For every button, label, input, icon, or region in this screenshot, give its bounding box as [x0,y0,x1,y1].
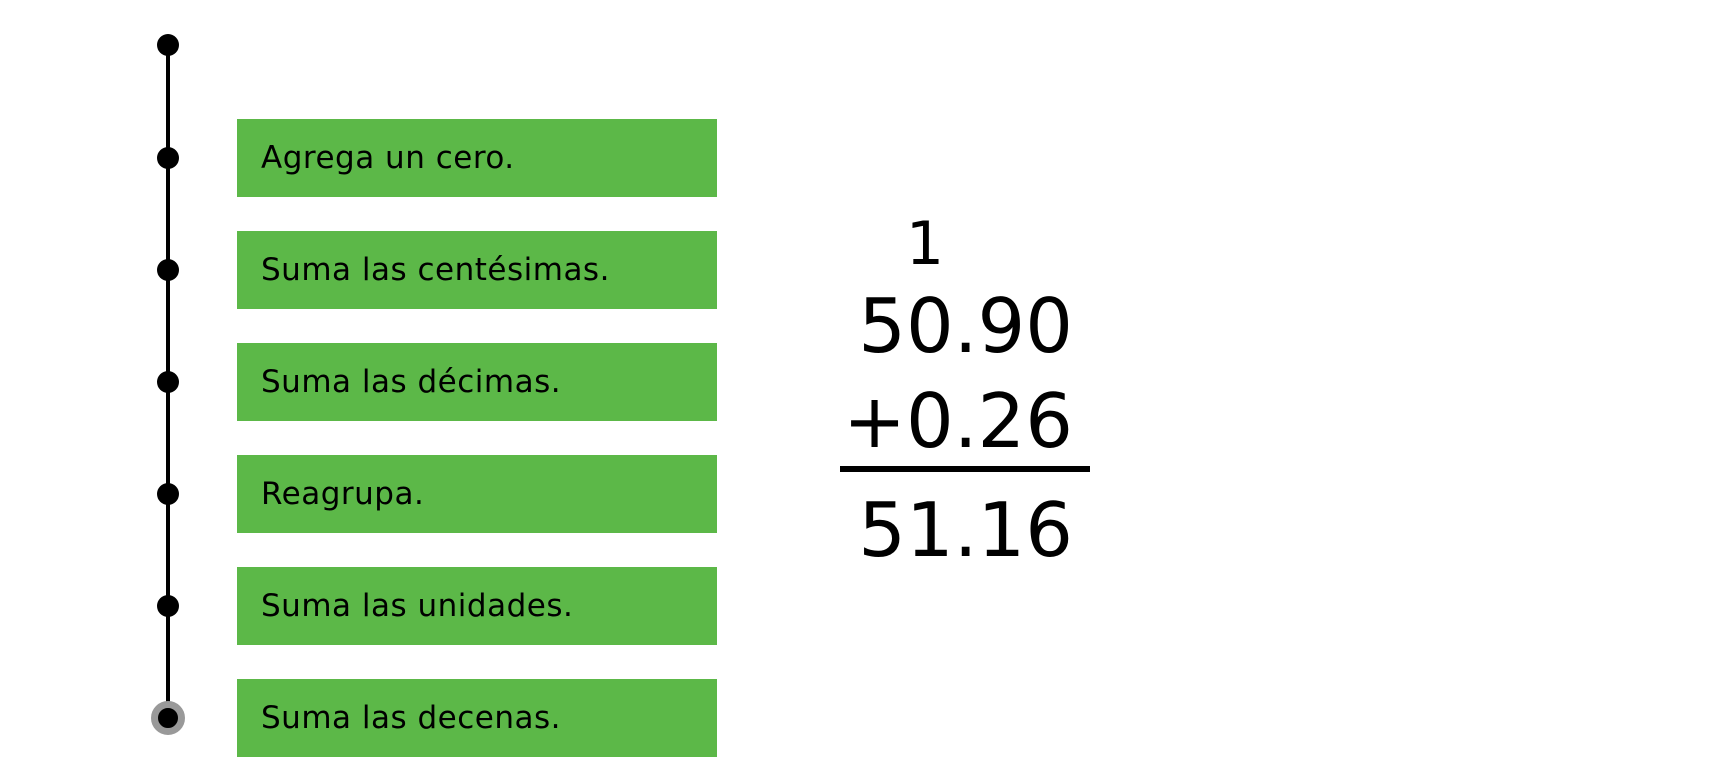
step-tile-suma-las-unidades[interactable]: Suma las unidades. [237,567,717,645]
step-tile-label: Reagrupa. [261,476,425,512]
timeline-dot-active [151,701,185,735]
sum-result: 51.16 [858,486,1073,574]
addend-bottom-with-plus: +0.26 [843,377,1073,465]
step-tile-reagrupa[interactable]: Reagrupa. [237,455,717,533]
timeline-dot [157,259,179,281]
step-tile-suma-las-decimas[interactable]: Suma las décimas. [237,343,717,421]
timeline-dot [157,147,179,169]
timeline-dot [157,34,179,56]
step-tile-label: Suma las unidades. [261,588,574,624]
step-tile-label: Agrega un cero. [261,140,515,176]
step-tile-label: Suma las centésimas. [261,252,610,288]
sum-rule-line [840,466,1090,472]
step-tile-suma-las-centesimas[interactable]: Suma las centésimas. [237,231,717,309]
addend-top: 50.90 [858,282,1073,370]
step-tile-suma-las-decenas[interactable]: Suma las decenas. [237,679,717,757]
step-tile-agrega-un-cero[interactable]: Agrega un cero. [237,119,717,197]
step-tile-label: Suma las décimas. [261,364,562,400]
timeline-dot [157,371,179,393]
timeline-dot [157,483,179,505]
carry-digit: 1 [905,209,945,279]
timeline-dot [157,595,179,617]
step-tile-label: Suma las decenas. [261,700,562,736]
